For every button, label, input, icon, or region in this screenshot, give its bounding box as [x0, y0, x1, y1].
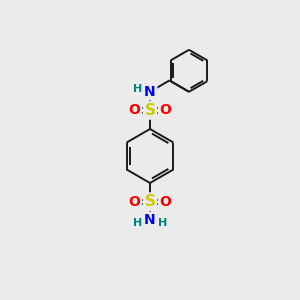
Text: S: S	[145, 103, 155, 118]
Text: O: O	[128, 195, 140, 208]
Text: H: H	[133, 84, 142, 94]
Text: H: H	[133, 218, 142, 228]
Text: N: N	[144, 85, 156, 99]
Text: N: N	[144, 213, 156, 227]
Text: O: O	[128, 103, 140, 117]
Text: O: O	[160, 195, 172, 208]
Text: S: S	[145, 194, 155, 209]
Text: H: H	[158, 218, 167, 228]
Text: O: O	[160, 103, 172, 117]
